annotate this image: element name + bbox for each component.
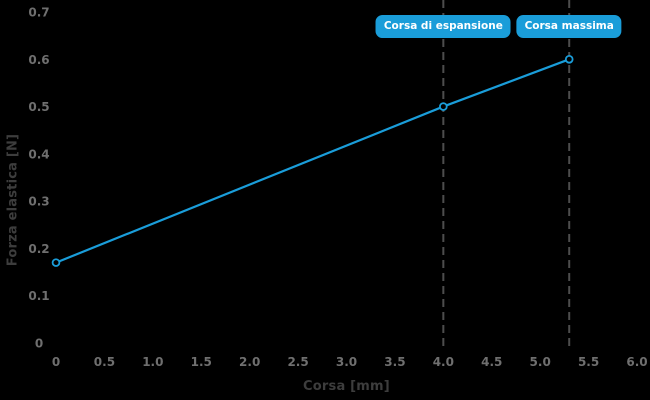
- data-point-marker: [51, 258, 61, 267]
- y-axis-title: Forza elastica [N]: [5, 133, 21, 267]
- data-point-marker: [439, 102, 448, 111]
- y-tick-label: 0.1: [28, 289, 49, 303]
- y-tick-label: 0: [35, 337, 43, 351]
- x-tick-label: 0: [52, 355, 60, 369]
- y-tick-label: 0.2: [28, 242, 49, 256]
- data-point-marker: [564, 54, 574, 64]
- x-tick-label: 2.0: [239, 355, 260, 369]
- y-tick-label: 0.5: [28, 100, 49, 114]
- series-line: [55, 58, 570, 264]
- y-tick-label: 0.6: [28, 53, 49, 67]
- annotation-badge-corsa-di-espansione: Corsa di espansione: [375, 15, 511, 38]
- x-tick-label: 2.5: [287, 355, 308, 369]
- x-tick-label: 3.0: [336, 355, 357, 369]
- x-tick-label: 5.0: [530, 355, 551, 369]
- annotation-badge-corsa-massima: Corsa massima: [516, 15, 622, 38]
- x-tick-label: 4.0: [433, 355, 454, 369]
- x-tick-label: 1.5: [191, 355, 212, 369]
- y-tick-label: 0.3: [28, 195, 49, 209]
- y-tick-label: 0.4: [28, 147, 49, 161]
- x-tick-label: 3.5: [384, 355, 405, 369]
- x-tick-label: 6.0: [626, 355, 647, 369]
- x-axis-title: Corsa [mm]: [303, 379, 390, 394]
- x-tick-label: 1.0: [142, 355, 163, 369]
- x-tick-label: 5.5: [578, 355, 599, 369]
- y-tick-label: 0.7: [28, 6, 49, 20]
- x-tick-label: 0.5: [94, 355, 115, 369]
- x-tick-label: 4.5: [481, 355, 502, 369]
